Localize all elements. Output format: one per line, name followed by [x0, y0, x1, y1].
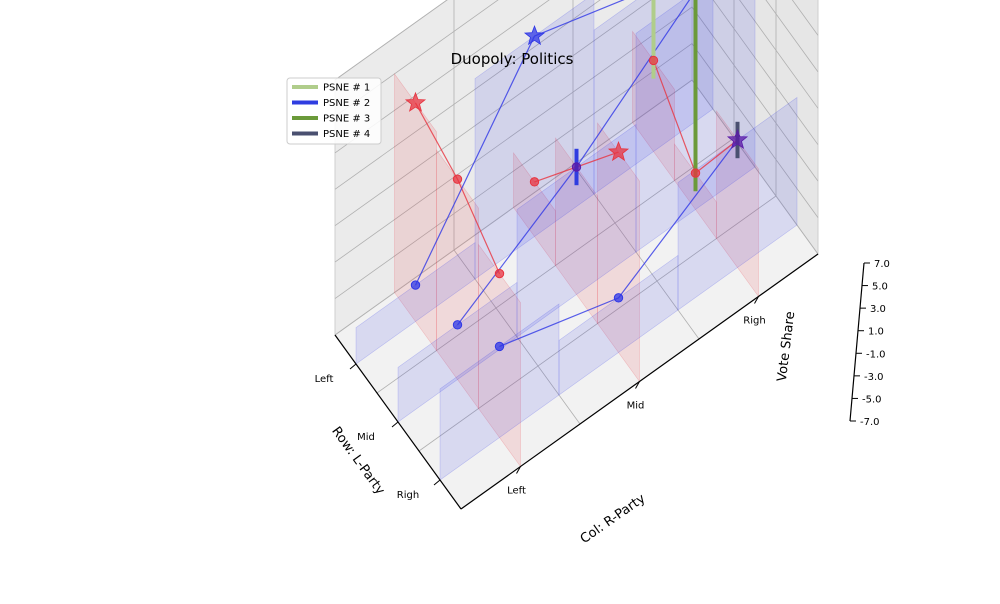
z-axis-label: Vote Share: [775, 311, 798, 383]
col-tick-label: Left: [507, 486, 526, 497]
col-axis-label: Col: R-Party: [578, 491, 649, 547]
z-tick-label: 7.0: [874, 259, 890, 270]
col-payoff-wall: [474, 0, 595, 280]
floor-row-gridline: [418, 195, 777, 452]
shared-payoff-marker: [571, 162, 582, 172]
col-payoff-marker: [613, 293, 624, 303]
row-payoff-marker: [494, 268, 505, 279]
row-tick: [349, 363, 357, 370]
row-payoff-marker: [607, 140, 630, 162]
z-tick-label: -5.0: [862, 394, 882, 405]
row-tick: [433, 479, 441, 486]
row-payoff-marker: [452, 174, 463, 184]
row-payoff-wall: [555, 137, 598, 325]
floor-col-gridline: [453, 249, 581, 425]
col-payoff-marker: [410, 280, 421, 290]
legend-label: PSNE # 4: [323, 129, 370, 140]
col-payoff-wall: [593, 0, 714, 195]
gridlines: [334, 0, 819, 452]
col-payoff-wall: [677, 96, 798, 311]
row-payoff-wall: [478, 243, 521, 468]
row-payoff-marker: [529, 177, 540, 187]
row-payoff-wall: [394, 72, 437, 352]
col-payoff-wall: [558, 254, 679, 396]
col-payoff-wall: [397, 281, 518, 423]
row-payoff-wall: [513, 151, 556, 267]
col-payoff-marker: [494, 341, 505, 352]
payoff-markers: [404, 24, 749, 352]
row-tick-label: Righ: [397, 490, 419, 501]
col-payoff-wall: [439, 303, 560, 481]
col-tick: [516, 466, 521, 474]
row-payoff-wall: [597, 122, 640, 383]
z-tick-label: 3.0: [870, 304, 886, 315]
z-tick-label: -7.0: [860, 417, 880, 428]
z-tick-label: 5.0: [872, 282, 888, 293]
z-tick-label: -1.0: [866, 349, 886, 360]
col-tick: [635, 381, 640, 389]
z-axis-line: [849, 262, 865, 422]
floor-col-gridline: [572, 164, 700, 340]
col-payoff-wall: [355, 242, 476, 365]
z-tick-label: -3.0: [864, 372, 884, 383]
col-tick-label: Mid: [627, 401, 645, 412]
floor-row-gridline: [376, 137, 735, 394]
payoff-walls: [355, 0, 798, 481]
row-payoff-marker: [404, 91, 427, 112]
col-payoff-marker: [523, 24, 546, 46]
legend-label: PSNE # 3: [323, 114, 370, 125]
shared-payoff-marker: [726, 128, 749, 150]
legend-label: PSNE # 2: [323, 98, 370, 109]
chart-title: Duopoly: Politics: [451, 50, 574, 68]
row-payoff-marker: [690, 168, 701, 178]
row-tick-label: Left: [315, 374, 334, 385]
col-tick-label: Righ: [743, 316, 765, 327]
row-tick: [391, 421, 399, 428]
legend-box: [286, 77, 382, 145]
legend: PSNE # 1 PSNE # 2 PSNE # 3 PSNE # 4: [286, 77, 382, 145]
legend-label: PSNE # 1: [323, 83, 370, 94]
row-payoff-wall: [436, 149, 479, 410]
col-tick: [754, 296, 759, 304]
row-payoff-wall: [674, 143, 717, 240]
col-payoff-marker: [452, 320, 463, 330]
row-payoff-marker: [648, 55, 659, 66]
col-payoff-wall: [516, 123, 637, 338]
z-tick-label: 1.0: [868, 327, 884, 338]
row-payoff-wall: [716, 110, 759, 298]
row-tick-label: Mid: [357, 432, 375, 443]
